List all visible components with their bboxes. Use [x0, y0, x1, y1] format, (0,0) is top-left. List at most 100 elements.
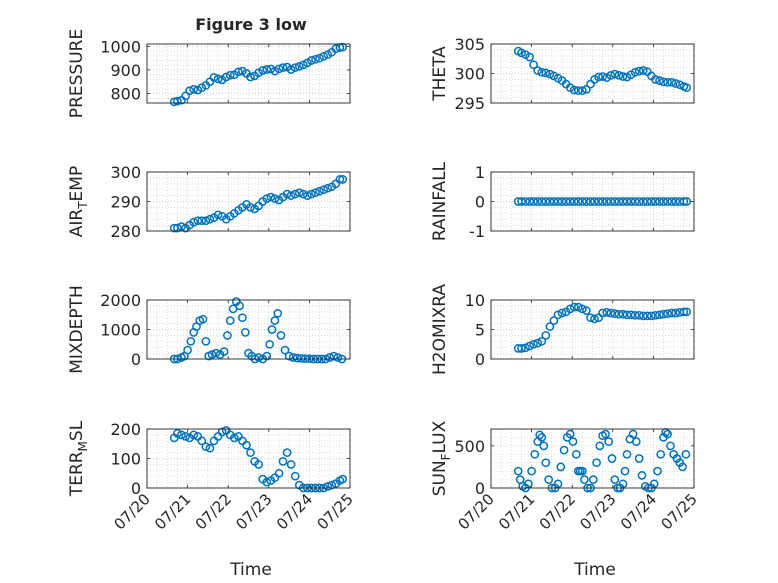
data-point: [238, 313, 247, 323]
data-point: [549, 316, 559, 325]
y-tick-label: 280: [110, 222, 141, 241]
data-point: [278, 457, 288, 466]
y-tick-label: 300: [454, 65, 485, 84]
y-tick-label: 0: [475, 479, 485, 498]
data-point: [682, 83, 692, 93]
data-point: [525, 341, 534, 351]
data-point: [278, 63, 288, 72]
data-point: [659, 309, 668, 319]
data-point: [590, 314, 599, 324]
data-point: [588, 475, 598, 484]
data-point: [678, 462, 687, 472]
x-axis-label-left: Time: [229, 560, 272, 580]
data-point: [628, 429, 638, 439]
data-point: [631, 437, 641, 446]
y-axis-label: H2OMIXRA: [430, 284, 450, 375]
data-point: [561, 197, 571, 206]
data-point: [571, 449, 581, 459]
data-point: [651, 197, 660, 206]
data-point: [638, 66, 648, 75]
data-point: [189, 430, 199, 440]
data-point: [517, 197, 526, 206]
data-point: [620, 466, 630, 476]
data-point: [280, 345, 290, 355]
data-point: [262, 351, 272, 361]
data-point: [541, 197, 551, 206]
data-point: [586, 197, 595, 206]
data-point: [614, 197, 624, 206]
data-point: [679, 307, 689, 317]
data-point: [610, 309, 620, 318]
data-series: [169, 175, 348, 233]
data-point: [201, 336, 211, 346]
axes-box: [146, 171, 351, 232]
data-point: [201, 442, 211, 452]
data-point: [254, 460, 263, 469]
data-point: [649, 479, 659, 489]
data-point: [265, 339, 274, 349]
data-point: [626, 310, 636, 320]
data-point: [630, 67, 640, 77]
data-point: [225, 70, 235, 80]
data-point: [533, 66, 543, 75]
data-point: [569, 197, 579, 206]
data-point: [521, 343, 530, 353]
y-axis-label: THETA: [430, 46, 450, 102]
data-point: [637, 471, 647, 480]
data-point: [521, 197, 530, 206]
data-point: [578, 86, 587, 95]
y-tick-label: 0: [131, 350, 141, 369]
data-point: [254, 353, 263, 362]
data-point: [682, 307, 692, 317]
data-point: [229, 433, 239, 443]
data-point: [530, 449, 540, 459]
data-point: [667, 77, 677, 87]
data-point: [235, 301, 244, 311]
data-point: [545, 197, 555, 206]
axes-background: [491, 429, 694, 488]
y-tick-label: 900: [110, 61, 141, 80]
y-tick-label: 10: [465, 291, 485, 310]
data-point: [274, 64, 284, 74]
data-point: [513, 466, 523, 476]
data-point: [622, 310, 632, 320]
y-tick-label: 295: [454, 94, 485, 113]
data-point: [651, 310, 660, 320]
data-point: [582, 85, 591, 94]
data-point: [205, 214, 215, 224]
subplot-1: 800 900 1000 PRESSURE: [67, 29, 351, 118]
subplot-6: 0 5 10 H2OMIXRA: [430, 284, 695, 375]
data-point: [537, 336, 547, 346]
data-point: [294, 62, 304, 71]
data-point: [598, 197, 607, 206]
data-point: [535, 430, 545, 440]
data-point: [286, 460, 296, 469]
data-point: [656, 449, 666, 459]
data-point: [183, 345, 192, 355]
y-tick-label: 0: [475, 350, 485, 369]
data-point: [185, 86, 194, 96]
data-point: [671, 79, 681, 88]
data-point: [573, 86, 583, 95]
data-point: [667, 197, 677, 206]
data-point: [671, 308, 681, 318]
data-point: [659, 197, 668, 206]
data-point: [630, 310, 640, 320]
data-series: [513, 197, 692, 206]
data-point: [663, 77, 672, 87]
x-axis-label-right: Time: [573, 560, 616, 580]
data-point: [618, 309, 628, 319]
y-axis-label: SUNFLUX: [430, 420, 453, 496]
data-point: [606, 70, 616, 80]
data-point: [553, 197, 563, 206]
data-point: [537, 197, 547, 206]
data-point: [541, 68, 551, 78]
data-point: [221, 72, 231, 82]
data-point: [217, 427, 227, 437]
data-point: [671, 197, 681, 206]
axes-box: [146, 299, 351, 360]
data-point: [580, 475, 589, 484]
data-point: [246, 448, 255, 457]
data-point: [525, 52, 534, 62]
